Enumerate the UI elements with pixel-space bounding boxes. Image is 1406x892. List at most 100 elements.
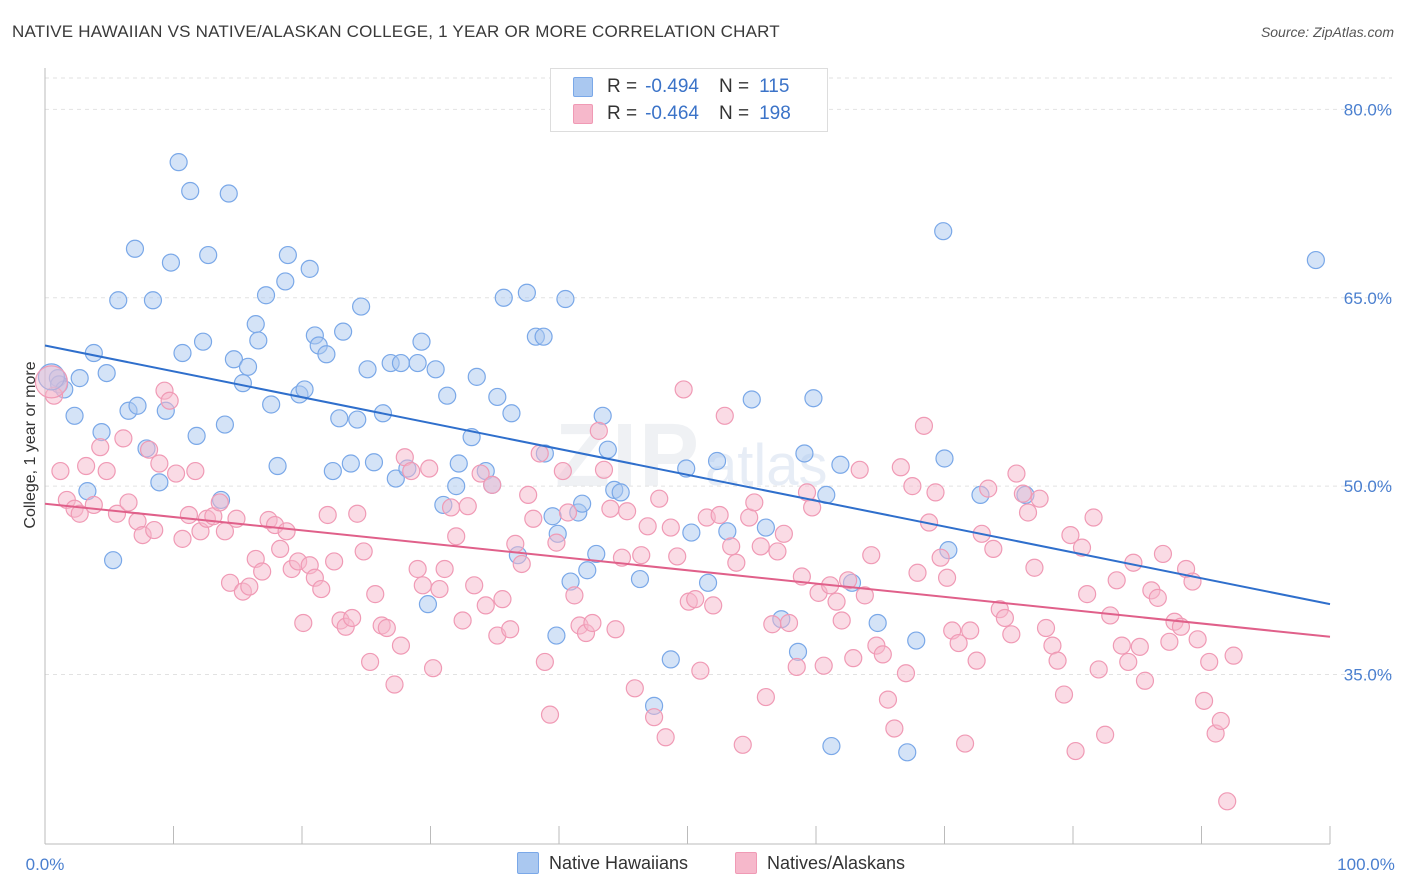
data-point-series-2	[1025, 558, 1044, 577]
data-point-series-1	[278, 245, 297, 265]
data-point-series-1	[215, 415, 234, 434]
data-point-series-2	[1018, 503, 1038, 522]
data-point-series-2	[1224, 646, 1243, 665]
data-point-series-2	[756, 687, 775, 707]
data-point-series-2	[885, 719, 904, 738]
data-point-series-1	[219, 184, 238, 203]
data-point-series-2	[512, 554, 531, 574]
data-point-series-2	[710, 505, 729, 525]
data-point-series-2	[51, 461, 70, 481]
data-point-series-1	[70, 369, 89, 388]
data-point-series-2	[354, 542, 373, 561]
data-point-series-2	[501, 620, 520, 639]
data-point-series-2	[832, 611, 851, 630]
data-point-series-1	[169, 153, 188, 172]
data-point-series-1	[238, 357, 258, 376]
data-point-series-2	[774, 524, 793, 543]
data-point-series-1	[92, 423, 111, 442]
data-point-series-1	[224, 350, 243, 369]
y-tick-label: 50.0%	[1344, 477, 1392, 496]
data-point-series-2	[420, 459, 439, 478]
data-point-series-2	[1130, 637, 1149, 656]
data-point-series-2	[1188, 630, 1207, 649]
data-point-series-2	[844, 649, 863, 668]
data-point-series-2	[1066, 741, 1085, 761]
data-point-series-1	[718, 522, 737, 541]
tick-labels: 35.0% 50.0% 65.0% 80.0% 0.0% 100.0%	[26, 100, 1395, 874]
data-point-series-2	[1148, 588, 1167, 607]
data-point-series-1	[323, 461, 342, 481]
data-point-series-2	[1007, 464, 1026, 483]
data-point-series-2	[1107, 571, 1126, 590]
data-point-series-2	[343, 608, 362, 628]
data-point-series-2	[325, 552, 344, 571]
data-point-series-1	[804, 389, 823, 408]
data-point-series-2	[547, 533, 566, 552]
data-point-series-2	[1096, 725, 1115, 744]
legend-n-value: 198	[759, 103, 791, 124]
data-point-series-1	[598, 440, 617, 459]
data-point-series-2	[661, 518, 680, 537]
data-point-series-2	[1160, 632, 1179, 651]
data-point-series-1	[358, 360, 377, 379]
data-point-series-1	[348, 410, 367, 429]
data-point-series-2	[348, 504, 367, 523]
data-point-series-2	[391, 636, 411, 655]
data-point-series-2	[524, 509, 543, 528]
data-point-series-1	[84, 343, 103, 363]
y-tick-label: 65.0%	[1344, 289, 1392, 308]
data-point-series-1	[898, 743, 917, 762]
x-tick-label-min: 0.0%	[26, 855, 65, 874]
data-point-series-1	[334, 322, 353, 341]
data-point-series-2	[119, 493, 138, 512]
data-point-series-2	[979, 479, 998, 498]
data-point-series-1	[330, 409, 349, 428]
data-point-series-2	[668, 547, 687, 566]
legend-r-label: R =	[607, 103, 638, 124]
data-point-series-1	[143, 291, 163, 310]
data-point-series-1	[868, 613, 887, 633]
data-point-series-1	[742, 390, 761, 409]
data-point-series-2	[565, 586, 584, 605]
data-point-series-2	[318, 505, 337, 525]
data-point-series-2	[751, 537, 770, 556]
legend-n-label: N =	[718, 103, 750, 124]
data-point-series-2	[839, 571, 858, 590]
data-point-series-1	[65, 406, 84, 425]
data-point-series-2	[1211, 711, 1230, 731]
data-point-series-1	[426, 360, 445, 379]
legend-row-native-hawaiians: R = -0.494 N = 115	[573, 74, 789, 100]
data-point-series-1	[352, 297, 371, 316]
data-point-series-2	[926, 483, 945, 502]
data-point-series-2	[618, 502, 637, 521]
data-point-series-2	[530, 444, 549, 463]
data-points	[34, 153, 1325, 811]
data-point-series-2	[787, 657, 806, 677]
bottom-legend-swatch-native-hawaiians	[517, 852, 539, 874]
data-point-series-1	[246, 315, 265, 334]
data-point-series-2	[471, 464, 490, 483]
data-point-series-2	[896, 664, 916, 683]
data-point-series-1	[438, 386, 457, 405]
data-point-series-2	[377, 618, 396, 638]
data-point-series-2	[733, 735, 752, 754]
data-point-series-2	[891, 458, 910, 477]
data-point-series-1	[418, 595, 438, 614]
data-point-series-2	[612, 548, 632, 567]
legend-n-label: N =	[718, 76, 750, 97]
data-point-series-2	[768, 542, 787, 561]
data-point-series-2	[458, 497, 477, 516]
data-point-series-1	[611, 483, 630, 502]
data-point-series-2	[150, 454, 169, 473]
data-point-series-1	[593, 406, 612, 425]
data-point-series-2	[271, 539, 290, 559]
data-point-series-1	[573, 494, 592, 513]
data-point-series-2	[1135, 671, 1155, 690]
data-point-series-2	[763, 615, 782, 634]
x-tick-label-max: 100.0%	[1337, 855, 1395, 874]
data-point-series-1	[181, 181, 200, 201]
bottom-legend-swatch-natives-alaskans	[735, 852, 757, 874]
data-point-series-2	[903, 477, 922, 496]
data-point-series-1	[199, 245, 218, 265]
data-point-series-2	[1078, 585, 1097, 604]
